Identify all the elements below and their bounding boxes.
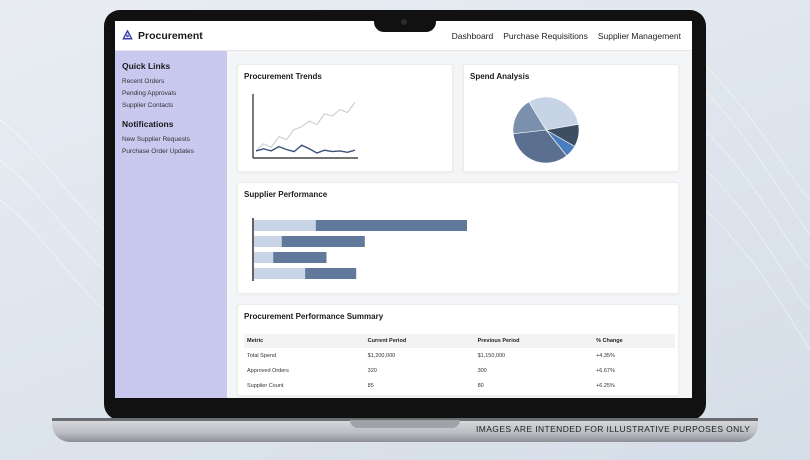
app-title: Procurement [138, 29, 203, 42]
laptop-base [52, 420, 758, 442]
laptop-base-edge [52, 418, 758, 421]
col-header-metric: Metric [244, 334, 365, 348]
nav-supplier-management[interactable]: Supplier Management [597, 30, 681, 41]
table-cell-change: +6.67% [596, 368, 615, 374]
sidebar-link-pending-approvals[interactable]: Pending Approvals [122, 90, 177, 97]
supplier-performance-title: Supplier Performance [244, 190, 328, 199]
table-row: Approved Orders 320 300 +6.67% [244, 363, 675, 378]
trend-series-line-2 [255, 144, 356, 154]
app-screen: Procurement Dashboard Purchase Requisiti… [115, 21, 692, 398]
table-cell: $1,200,000 [367, 353, 396, 359]
procurement-trends-card: Procurement Trends [237, 64, 453, 172]
bar-4-segment-2 [305, 268, 357, 279]
table-cell-change: +4.35% [596, 353, 615, 359]
camera-icon [401, 19, 407, 25]
bar-2-segment-1 [254, 236, 282, 247]
quick-links-heading: Quick Links [122, 61, 171, 71]
procurement-trends-title: Procurement Trends [244, 72, 322, 81]
disclaimer-text: IMAGES ARE INTENDED FOR ILLUSTRATIVE PUR… [476, 424, 751, 434]
col-header-previous-period: Previous Period [474, 334, 594, 348]
pie-slice-4 [512, 129, 568, 164]
table-header-row: Metric Current Period Previous Period % … [244, 334, 675, 348]
performance-summary-title: Procurement Performance Summary [244, 312, 384, 321]
notifications-heading: Notifications [122, 119, 174, 129]
bar-4-segment-1 [254, 268, 306, 279]
performance-summary-table: Metric Current Period Previous Period % … [244, 334, 675, 393]
sidebar-link-recent-orders[interactable]: Recent Orders [122, 78, 165, 85]
nav-dashboard[interactable]: Dashboard [451, 30, 494, 41]
table-cell-change: +6.25% [596, 383, 615, 389]
table-cell: Total Spend [247, 353, 277, 359]
spend-analysis-card: Spend Analysis [463, 64, 679, 172]
table-cell: Approved Orders [247, 368, 289, 374]
notification-purchase-order-updates[interactable]: Purchase Order Updates [122, 148, 194, 155]
bar-1-segment-1 [254, 220, 316, 231]
bar-3-segment-1 [254, 252, 274, 263]
table-row: Supplier Count 85 80 +6.25% [244, 378, 675, 393]
spend-analysis-chart [512, 96, 580, 164]
performance-summary-card: Procurement Performance Summary Metric C… [237, 304, 679, 396]
camera-notch [374, 10, 436, 32]
table-cell: Supplier Count [247, 383, 284, 389]
procurement-logo-icon [122, 30, 133, 40]
procurement-trends-chart [252, 94, 358, 159]
top-bar: Procurement Dashboard Purchase Requisiti… [115, 21, 692, 51]
table-cell: 80 [477, 383, 484, 389]
col-header-percent-change: % Change [593, 334, 675, 348]
supplier-performance-card: Supplier Performance [237, 182, 679, 294]
bar-1-segment-2 [315, 220, 467, 231]
trend-series-line-1 [255, 102, 356, 152]
col-header-current-period: Current Period [364, 334, 475, 348]
sidebar: Quick Links Recent Orders Pending Approv… [115, 51, 227, 398]
spend-analysis-title: Spend Analysis [470, 72, 530, 81]
bar-2-segment-2 [281, 236, 365, 247]
table-cell: 85 [367, 383, 374, 389]
table-cell: 300 [477, 368, 487, 374]
main-nav: Dashboard Purchase Requisitions Supplier… [452, 31, 681, 41]
nav-purchase-requisitions[interactable]: Purchase Requisitions [503, 30, 588, 41]
table-cell: 320 [367, 368, 377, 374]
notification-new-supplier-requests[interactable]: New Supplier Requests [122, 136, 190, 143]
supplier-performance-chart [252, 218, 467, 281]
laptop-base-groove [350, 420, 460, 428]
bar-3-segment-2 [273, 252, 327, 263]
pie-slice-5 [512, 101, 547, 134]
table-row: Total Spend $1,200,000 $1,150,000 +4.35% [244, 348, 675, 363]
table-cell: $1,150,000 [477, 353, 506, 359]
sidebar-link-supplier-contacts[interactable]: Supplier Contacts [122, 102, 174, 109]
